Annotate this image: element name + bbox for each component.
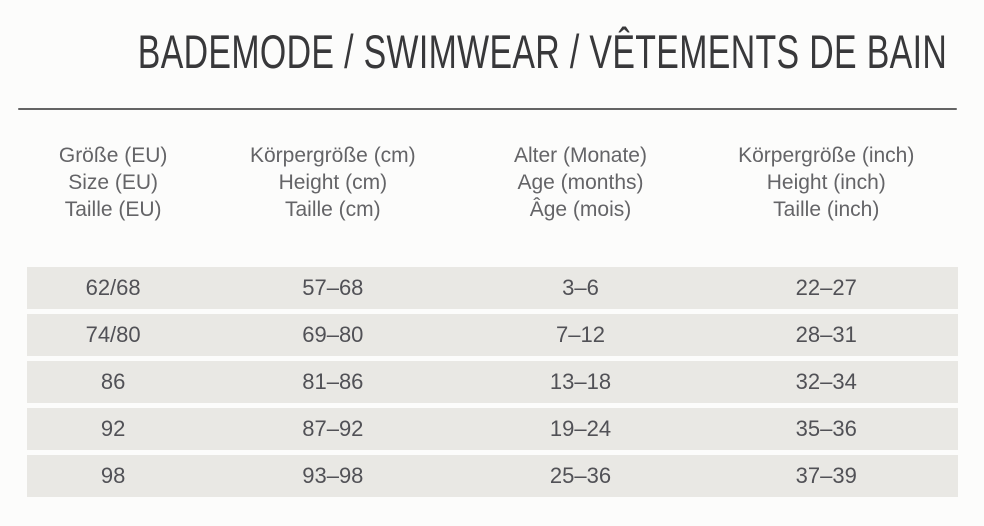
cell-height-inch: 35–36 bbox=[795, 416, 857, 441]
column-header-line: Alter (Monate) bbox=[513, 144, 647, 167]
column-header-size-eu: Größe (EU) Size (EU) Taille (EU) bbox=[27, 142, 199, 223]
cell-age-months: 13–18 bbox=[549, 369, 612, 394]
cell-height-inch: 22–27 bbox=[795, 275, 857, 300]
cell-height-inch: 28–31 bbox=[795, 322, 857, 347]
table-row: 92 87–92 19–24 35–36 bbox=[27, 408, 958, 450]
cell-height-cm: 57–68 bbox=[302, 275, 364, 300]
table-row: 98 93–98 25–36 37–39 bbox=[27, 455, 958, 497]
cell-age-months: 25–36 bbox=[549, 463, 612, 488]
column-header-age-months: Alter (Monate) Age (months) Âge (mois) bbox=[466, 142, 694, 223]
column-header-line: Âge (mois) bbox=[529, 198, 632, 221]
table-row: 62/68 57–68 3–6 22–27 bbox=[27, 267, 958, 309]
cell-age-months: 19–24 bbox=[549, 416, 612, 441]
cell-age-months: 7–12 bbox=[555, 322, 605, 347]
size-table-body: 62/68 57–68 3–6 22–27 74/80 69–80 7–12 2… bbox=[27, 267, 958, 502]
column-header-line: Taille (EU) bbox=[64, 198, 162, 221]
column-header-height-inch: Körpergröße (inch) Height (inch) Taille … bbox=[695, 142, 958, 223]
cell-height-cm: 87–92 bbox=[302, 416, 364, 441]
cell-height-cm: 69–80 bbox=[302, 322, 364, 347]
cell-height-inch: 32–34 bbox=[795, 369, 857, 394]
column-header-line: Size (EU) bbox=[68, 171, 159, 194]
column-header-height-cm: Körpergröße (cm) Height (cm) Taille (cm) bbox=[199, 142, 466, 223]
title-divider bbox=[18, 108, 957, 110]
column-header-line: Height (inch) bbox=[766, 171, 886, 194]
cell-height-inch: 37–39 bbox=[795, 463, 857, 488]
column-header-line: Age (months) bbox=[517, 171, 644, 194]
column-header-line: Körpergröße (inch) bbox=[738, 144, 915, 167]
column-header-line: Größe (EU) bbox=[58, 144, 168, 167]
column-header-line: Taille (cm) bbox=[284, 198, 381, 221]
cell-size-eu: 86 bbox=[100, 369, 126, 394]
cell-height-cm: 81–86 bbox=[302, 369, 364, 394]
page-title: BADEMODE / SWIMWEAR / VÊTEMENTS DE BAIN bbox=[137, 25, 948, 78]
cell-height-cm: 93–98 bbox=[302, 463, 364, 488]
cell-size-eu: 98 bbox=[100, 463, 126, 488]
column-header-line: Height (cm) bbox=[278, 171, 388, 194]
cell-size-eu: 62/68 bbox=[85, 275, 141, 300]
table-row: 86 81–86 13–18 32–34 bbox=[27, 361, 958, 403]
table-row: 74/80 69–80 7–12 28–31 bbox=[27, 314, 958, 356]
cell-size-eu: 74/80 bbox=[85, 322, 141, 347]
cell-age-months: 3–6 bbox=[562, 275, 599, 300]
column-header-line: Körpergröße (cm) bbox=[249, 144, 416, 167]
size-table-header: Größe (EU) Size (EU) Taille (EU) Körperg… bbox=[27, 142, 958, 223]
column-header-line: Taille (inch) bbox=[773, 198, 880, 221]
cell-size-eu: 92 bbox=[100, 416, 126, 441]
